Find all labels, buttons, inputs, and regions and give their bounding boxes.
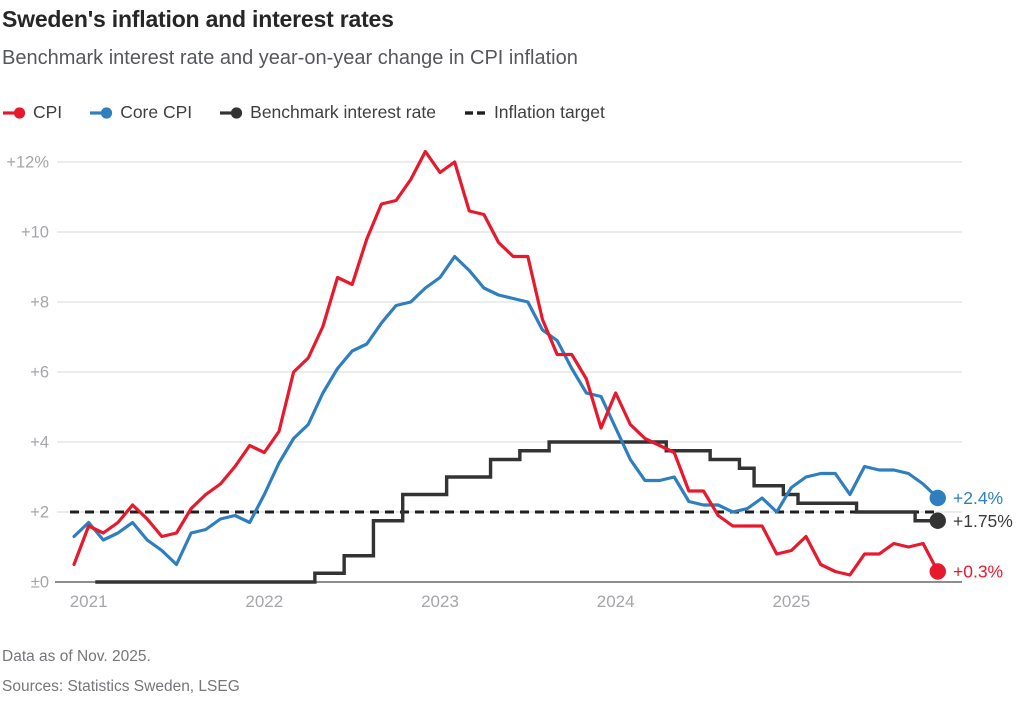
chart-subtitle: Benchmark interest rate and year-on-year… [2, 47, 578, 69]
benchmark-interest-rate-end-dot [929, 512, 946, 529]
cpi-end-value: +0.3% [953, 562, 1003, 582]
cpi-end-dot [929, 563, 946, 580]
core-cpi-line [72, 254, 940, 567]
cpi-line [72, 149, 940, 577]
core-cpi-end-value: +2.4% [953, 488, 1003, 508]
legend: CPI Core CPI Benchmark interest rate Inf… [2, 102, 605, 123]
y-tick-label: +2 [30, 504, 49, 522]
x-tick-label: 2021 [70, 592, 108, 611]
line-dot-marker-icon [220, 106, 243, 119]
x-tick-label: 2024 [597, 592, 635, 611]
x-tick-label: 2023 [421, 592, 459, 611]
benchmark-rate-line [95, 440, 938, 584]
legend-item-core-cpi: Core CPI [89, 102, 192, 123]
y-tick-label: +4 [30, 434, 49, 452]
legend-label-cpi: CPI [33, 102, 63, 122]
y-tick-label: +12% [6, 154, 49, 172]
legend-item-cpi: CPI [2, 102, 62, 123]
legend-label-core-cpi: Core CPI [120, 102, 193, 122]
benchmark-interest-rate-end-value: +1.75% [953, 511, 1013, 531]
line-dot-marker-icon [90, 106, 113, 119]
dashed-marker-icon [464, 110, 485, 115]
y-tick-label: +6 [30, 364, 49, 382]
x-tick-label: 2022 [245, 592, 283, 611]
y-tick-label: +8 [30, 294, 49, 312]
legend-item-inflation-target: Inflation target [463, 102, 605, 123]
legend-label-inflation-target: Inflation target [493, 102, 605, 122]
legend-label-benchmark-rate: Benchmark interest rate [250, 102, 436, 122]
data-as-of-note: Data as of Nov. 2025. [2, 648, 151, 665]
sources-note: Sources: Statistics Sweden, LSEG [2, 678, 240, 695]
core-cpi-end-dot [929, 489, 946, 507]
y-tick-label: +10 [21, 224, 49, 242]
line-dot-marker-icon [3, 106, 26, 119]
y-tick-label: ±0 [31, 574, 49, 592]
legend-item-benchmark-rate: Benchmark interest rate [219, 102, 436, 123]
x-tick-label: 2025 [772, 592, 810, 611]
page-title: Sweden's inflation and interest rates [2, 6, 394, 32]
